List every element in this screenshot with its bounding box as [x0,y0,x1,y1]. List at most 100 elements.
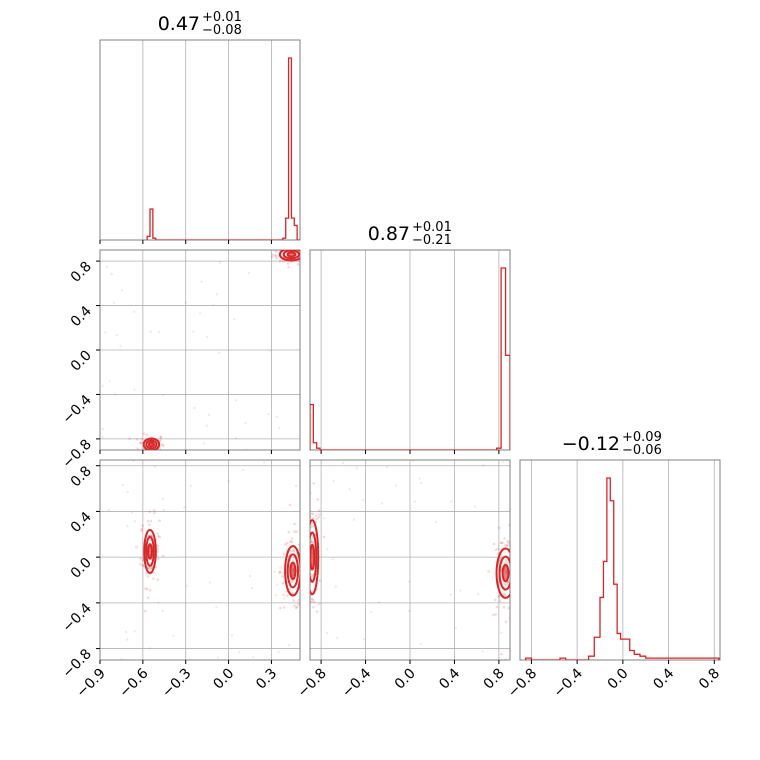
sample-point [306,566,309,569]
sample-point [293,604,297,608]
marginal-titles: 0.47 +0.01−0.080.87 +0.01−0.21−0.12 +0.09−0… [158,10,662,458]
y-tick-label: 0.4 [68,303,95,330]
density-contour [145,439,158,450]
x-tick-label: 0.4 [436,665,463,692]
sample-point [284,241,287,244]
sample-point [290,540,293,544]
sample-point [278,426,281,430]
sample-point [292,548,296,552]
sample-point [274,594,277,597]
sample-point [477,592,480,596]
sample-point [140,437,144,441]
density-contour [145,536,155,567]
sample-point [287,243,290,246]
sample-point [304,547,307,550]
sample-point [212,304,215,307]
x-tick-label: −0.8 [295,666,330,701]
sample-point [285,246,288,249]
sample-point [293,522,296,526]
sample-point [304,511,307,514]
sample-point [493,598,497,602]
param-median: 0.87 [368,223,410,245]
sample-point [502,561,506,565]
sample-point [282,593,285,597]
sample-point [514,562,517,565]
y-tick-label: 0.8 [68,259,95,286]
sample-point [267,412,270,416]
sample-point [310,256,313,259]
joint-panel-1-2: −0.8 −0.4 0.0 0.4 0.8 [295,459,517,701]
sample-point [156,550,159,553]
sample-point [301,255,304,258]
sample-point [139,562,142,566]
density-contour [282,250,300,260]
sample-point [282,259,286,263]
sample-point [192,330,195,333]
sample-point [215,293,218,296]
sample-point [394,484,398,487]
sample-point [509,564,510,568]
sample-point [271,247,274,250]
sample-point [311,516,315,520]
y-tick-label: −0.4 [59,392,94,427]
sample-point [287,530,291,534]
x-tick-label: −0.4 [339,665,374,700]
sample-point [263,460,266,464]
sample-point [310,491,312,495]
sample-point [505,544,509,547]
sample-point [304,549,307,552]
sample-point [152,571,156,575]
sample-point [501,541,505,544]
param-plus-err: +0.09 [622,430,662,445]
sample-point [304,246,307,249]
sample-point [473,505,477,508]
param-title-0: 0.47 +0.01−0.08 [158,10,242,38]
sample-point [101,427,105,431]
sample-point [287,265,290,269]
y-tick-label: −0.4 [59,600,94,635]
density-contour [310,531,318,583]
sample-point [513,585,516,588]
sample-point [289,247,292,250]
sample-point [234,399,238,402]
x-tick-label: 0.0 [210,666,237,693]
sample-point [135,437,139,441]
sample-point [507,606,510,610]
sample-point [278,570,282,574]
sample-point [115,334,119,337]
sample-point [152,577,155,580]
sample-point [242,468,245,472]
sample-point [153,511,156,515]
sample-point [435,520,438,524]
sample-point [293,530,296,533]
sample-point [156,578,160,581]
sample-point [318,579,322,582]
sample-point [156,532,160,535]
sample-point [273,570,277,574]
sample-point [130,511,134,514]
sample-point [233,318,236,321]
sample-point [200,280,203,283]
sample-point [306,552,309,555]
sample-point [141,447,144,450]
sample-point [151,451,154,454]
sample-point [275,256,279,260]
sample-point [514,562,517,565]
density-contour [147,543,153,560]
sample-point [420,481,423,485]
sample-point [361,498,365,502]
sample-point [149,519,153,523]
sample-point [161,444,165,447]
sample-point [281,575,285,578]
sample-point [307,252,310,255]
sample-point [311,512,315,516]
sample-point [301,262,304,265]
sample-point [310,512,313,515]
sample-point [275,415,278,419]
sample-point [418,477,421,480]
sample-point [185,584,188,588]
sample-point [499,541,503,545]
sample-point [206,335,209,339]
sample-point [492,542,496,546]
sample-point [303,523,306,526]
